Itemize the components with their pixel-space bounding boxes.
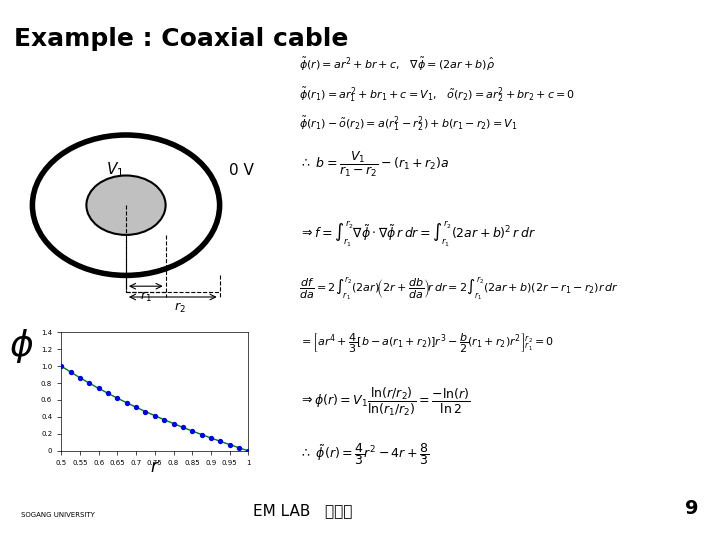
Text: $\tilde{\phi}(r_1) - \tilde{o}(r_2) = a(r_1^2 - r_2^2) + b(r_1 - r_2) = V_1$: $\tilde{\phi}(r_1) - \tilde{o}(r_2) = a(… xyxy=(299,115,518,133)
Point xyxy=(205,434,217,442)
Text: $\therefore\ b = \dfrac{V_1}{r_1 - r_2} - (r_1 + r_2)a$: $\therefore\ b = \dfrac{V_1}{r_1 - r_2} … xyxy=(299,150,449,179)
Text: $\therefore\ \tilde{\phi}(r) = \dfrac{4}{3}r^2 - 4r + \dfrac{8}{3}$: $\therefore\ \tilde{\phi}(r) = \dfrac{4}… xyxy=(299,441,429,467)
Point xyxy=(74,373,86,382)
Circle shape xyxy=(86,176,166,235)
Point xyxy=(102,389,114,397)
Point xyxy=(186,427,198,435)
Text: SOGANG UNIVERSITY: SOGANG UNIVERSITY xyxy=(21,512,94,518)
Text: $r$: $r$ xyxy=(150,458,160,476)
Point xyxy=(121,399,132,407)
Point xyxy=(84,379,95,388)
Circle shape xyxy=(32,135,220,275)
Point xyxy=(149,411,161,420)
Point xyxy=(140,407,151,416)
Point xyxy=(130,403,142,411)
Text: 9: 9 xyxy=(685,500,698,518)
Point xyxy=(168,419,179,428)
Text: EM LAB   이정한: EM LAB 이정한 xyxy=(253,503,352,518)
Point xyxy=(112,394,123,402)
Text: $r_2$: $r_2$ xyxy=(174,300,186,315)
Point xyxy=(55,362,67,370)
Text: $r_1$: $r_1$ xyxy=(140,289,152,304)
Text: 0 V: 0 V xyxy=(229,163,253,178)
Text: $\Rightarrow f = \int_{r_1}^{r_2} \nabla\tilde{\phi} \cdot \nabla\tilde{\phi}\, : $\Rightarrow f = \int_{r_1}^{r_2} \nabla… xyxy=(299,220,536,249)
Point xyxy=(196,430,207,439)
Point xyxy=(93,384,104,393)
Text: $= \left[ar^4 + \dfrac{4}{3}[b - a(r_1+r_2)]r^3 - \dfrac{b}{2}(r_1+r_2)r^2\right: $= \left[ar^4 + \dfrac{4}{3}[b - a(r_1+r… xyxy=(299,331,554,355)
Point xyxy=(243,447,254,455)
Text: $\Rightarrow \phi(r) = V_1 \dfrac{\ln(r/r_2)}{\ln(r_1/r_2)} = \dfrac{-\ln(r)}{\l: $\Rightarrow \phi(r) = V_1 \dfrac{\ln(r/… xyxy=(299,386,470,418)
Text: $\tilde{\phi}(r) = ar^2 + br + c$,   $\nabla\tilde{\phi} = (2ar + b)\hat{\rho}$: $\tilde{\phi}(r) = ar^2 + br + c$, $\nab… xyxy=(299,56,495,73)
Point xyxy=(224,440,235,449)
Text: Example : Coaxial cable: Example : Coaxial cable xyxy=(14,27,348,51)
Text: $\dfrac{df}{da} = 2\int_{r_1}^{r_2} \left(2ar\right)\!\left(2r + \dfrac{db}{da}\: $\dfrac{df}{da} = 2\int_{r_1}^{r_2} \lef… xyxy=(299,275,618,302)
Text: $\phi$: $\phi$ xyxy=(9,327,34,364)
Point xyxy=(177,423,189,431)
Point xyxy=(233,443,245,452)
Point xyxy=(215,437,226,445)
Point xyxy=(65,368,76,376)
Text: $V_1$: $V_1$ xyxy=(106,161,125,179)
Text: $\tilde{\phi}(r_1) = ar_1^2 + br_1 + c = V_1$,   $\tilde{o}(r_2) = ar_2^2 + br_2: $\tilde{\phi}(r_1) = ar_1^2 + br_1 + c =… xyxy=(299,85,575,104)
Point xyxy=(158,415,170,424)
